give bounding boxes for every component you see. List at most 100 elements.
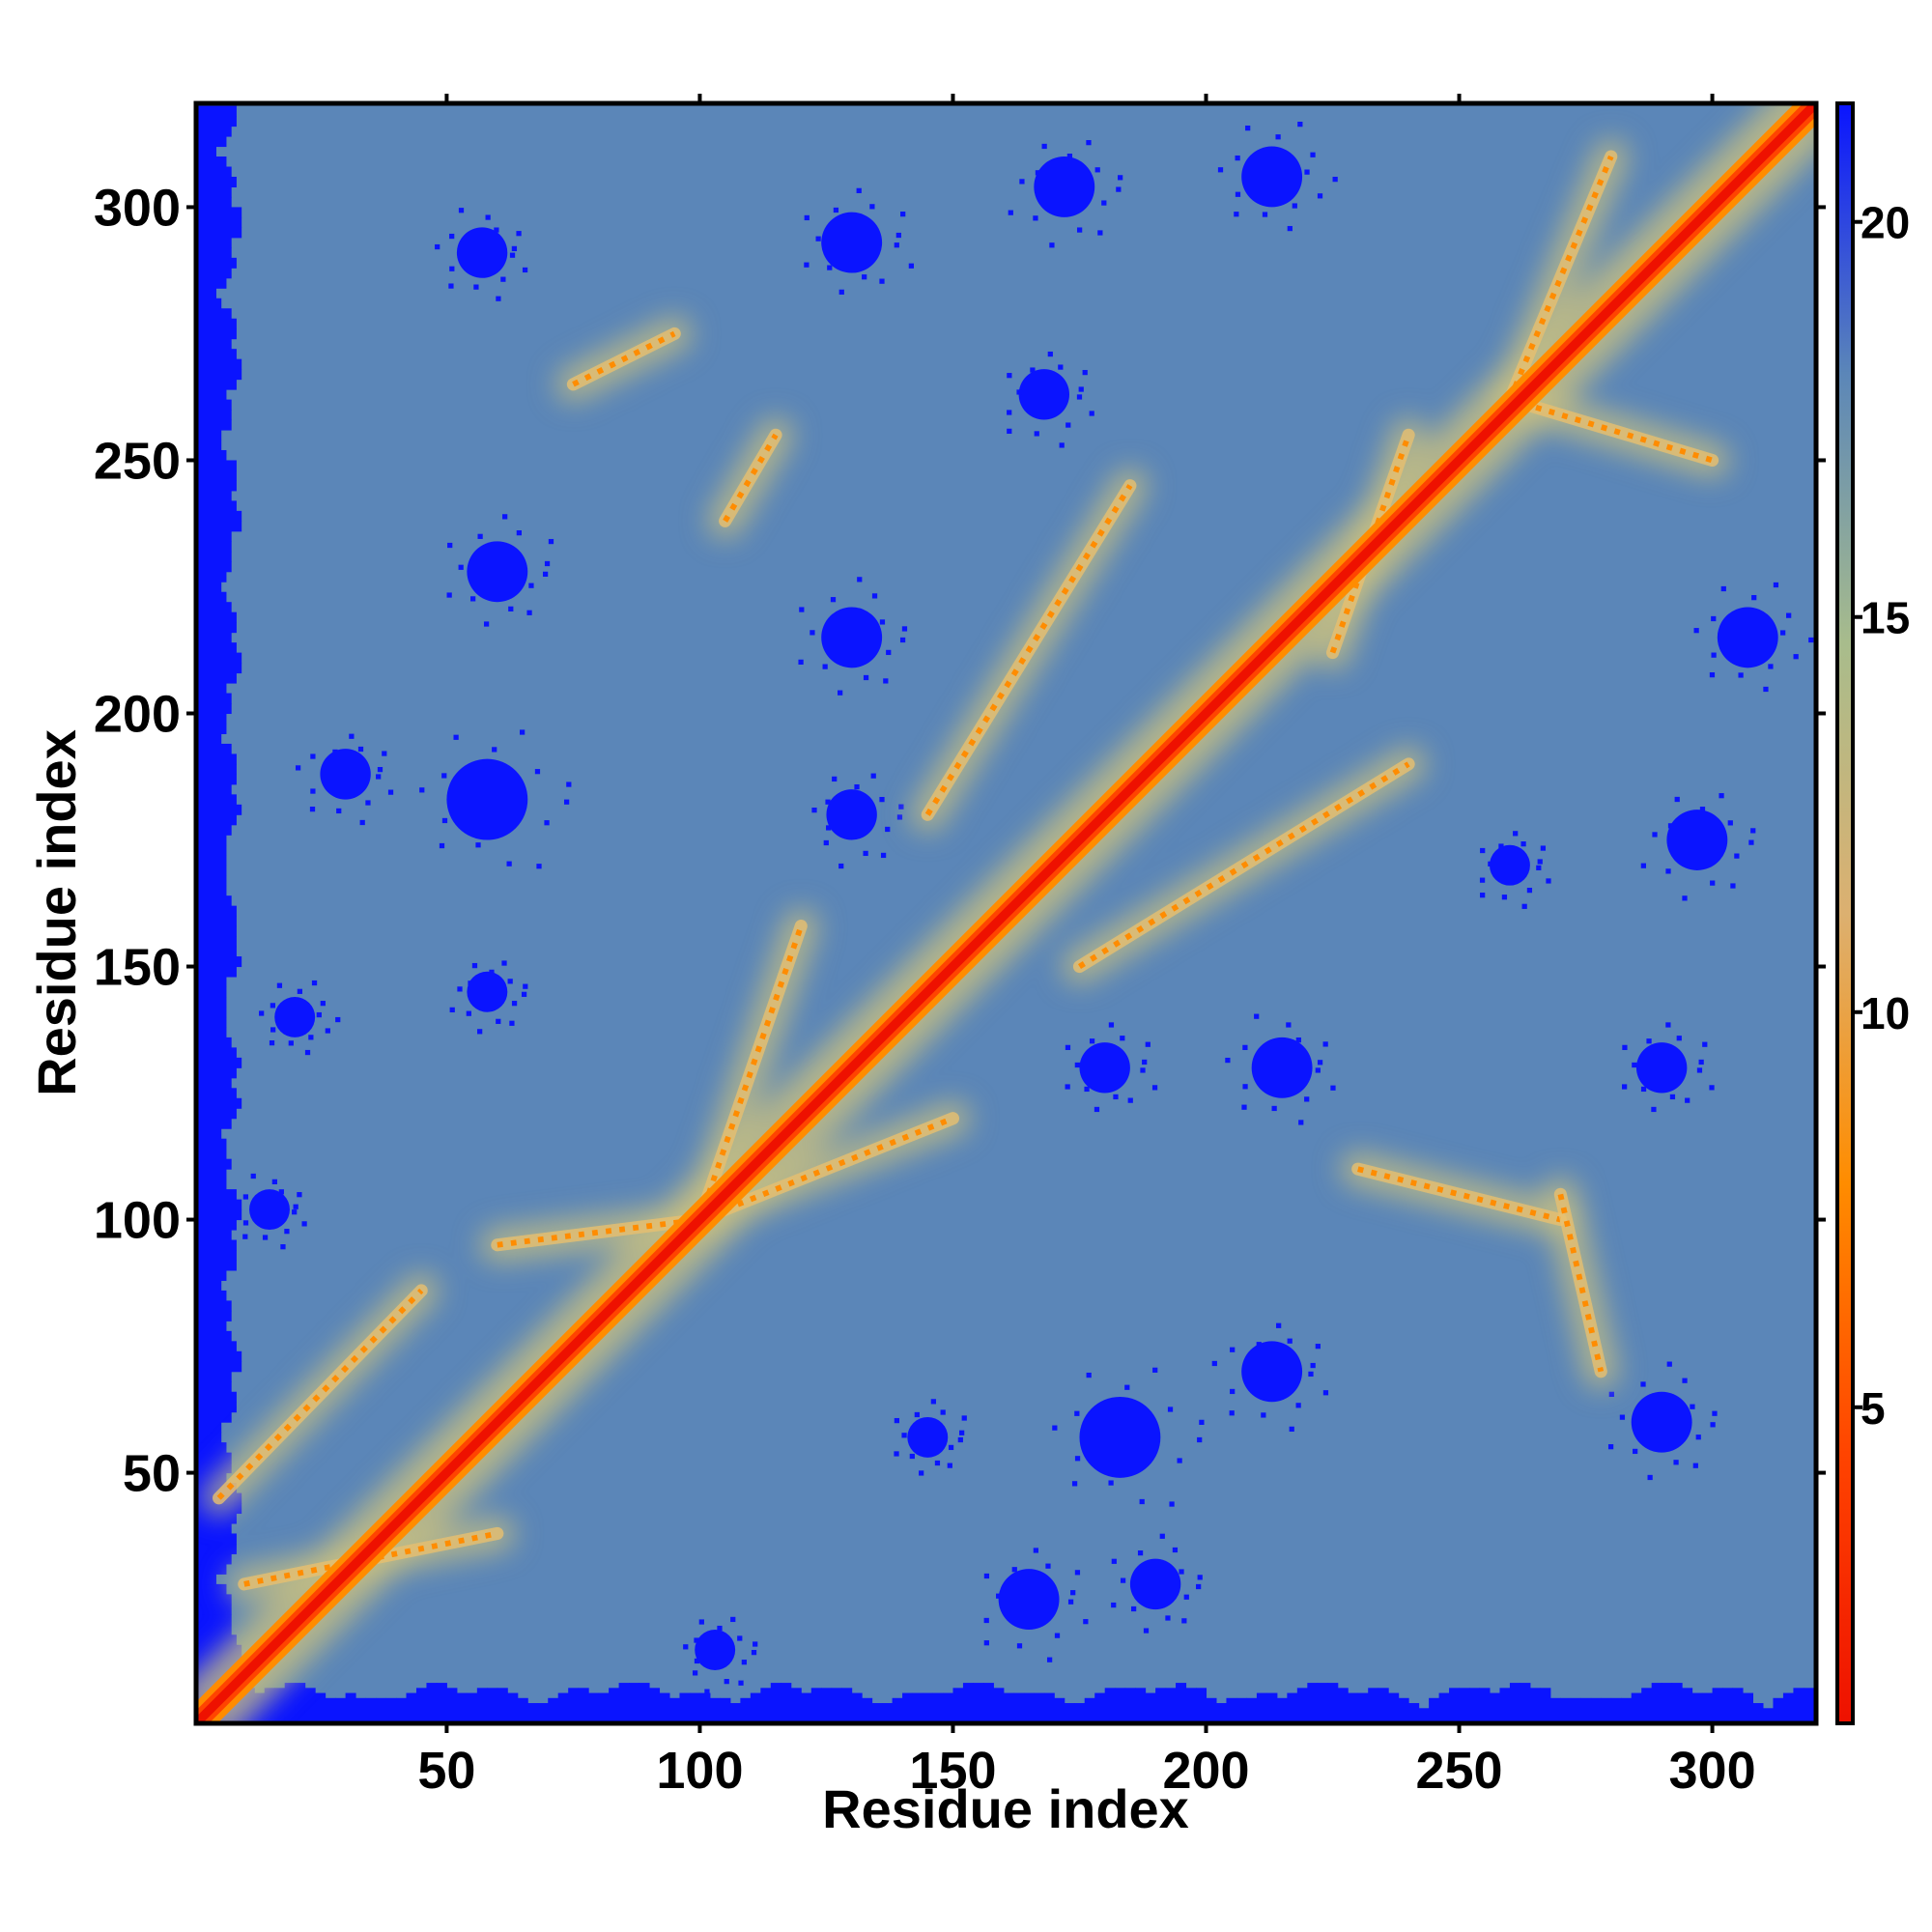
far-edge-left [196, 521, 242, 532]
far-speckle [511, 1001, 518, 1007]
far-speckle [737, 1635, 743, 1641]
far-speckle [1151, 1085, 1158, 1091]
far-speckle [798, 659, 804, 665]
far-speckle [1521, 903, 1527, 909]
far-speckle [1719, 793, 1724, 799]
far-speckle [1322, 1390, 1329, 1396]
far-speckle [1118, 175, 1123, 181]
far-speckle [1632, 1062, 1637, 1068]
far-edge-left [196, 1138, 227, 1150]
far-edge-left [196, 1179, 227, 1190]
far-edge-bottom [942, 1692, 953, 1723]
far-edge-bottom [1104, 1688, 1116, 1723]
far-speckle [857, 577, 863, 582]
ridge-dots [243, 1530, 498, 1587]
far-speckle [516, 530, 522, 536]
far-speckle [856, 187, 862, 193]
far-edge-bottom [862, 1697, 873, 1723]
far-speckle [441, 773, 447, 779]
far-edge-left [196, 905, 237, 917]
far-speckle [811, 808, 817, 813]
far-edge-left [196, 865, 227, 876]
far-edge-bottom [1702, 1692, 1714, 1723]
far-speckle [1699, 807, 1706, 812]
far-edge-left [196, 1088, 237, 1099]
far-region [1217, 121, 1338, 232]
far-edge-bottom [406, 1692, 417, 1723]
far-speckle [471, 962, 478, 969]
far-edge-left [196, 379, 237, 390]
far-speckle [1130, 1605, 1137, 1612]
far-edge-left [196, 1330, 232, 1342]
far-speckle [387, 789, 394, 795]
far-speckle [1698, 1059, 1704, 1065]
far-edge-left [196, 196, 232, 208]
far-speckle [826, 825, 832, 831]
far-region [446, 514, 554, 627]
far-edge-bottom [446, 1688, 458, 1723]
far-speckle [1292, 203, 1297, 209]
far-speckle [1235, 191, 1241, 197]
far-region-core [1489, 844, 1530, 886]
colorbar-tick-label: 10 [1861, 988, 1910, 1038]
far-edge-bottom [609, 1688, 620, 1723]
ridge-dots [723, 433, 779, 523]
far-edge-bottom [760, 1688, 772, 1723]
far-region-core [826, 789, 877, 840]
far-edge-bottom [345, 1692, 356, 1723]
far-edge-left [196, 1321, 227, 1332]
far-speckle [489, 969, 495, 975]
far-edge-left [196, 561, 232, 573]
far-edge-bottom [1236, 1697, 1247, 1723]
far-speckle [435, 243, 440, 250]
far-speckle [508, 606, 514, 611]
far-edge-bottom [1094, 1692, 1106, 1723]
far-edge-left [196, 1361, 242, 1373]
far-region-core [998, 1569, 1060, 1631]
far-edge-bottom [1580, 1697, 1592, 1723]
far-speckle [886, 649, 892, 656]
far-edge-bands [196, 105, 1814, 1723]
colorbar-tick-label: 20 [1861, 198, 1910, 248]
far-speckle [492, 747, 497, 753]
far-speckle [804, 214, 810, 221]
far-edge-left [196, 530, 232, 542]
far-edge-bottom [325, 1697, 336, 1723]
far-speckle [1097, 230, 1103, 236]
far-speckle [870, 773, 876, 779]
far-speckle [1074, 1456, 1081, 1462]
heatmap-plot-area [196, 103, 1816, 1723]
far-speckle [1197, 1436, 1203, 1443]
far-speckle [485, 214, 491, 220]
far-edge-left [196, 1280, 222, 1292]
ridge-dots [696, 924, 804, 1221]
far-edge-bottom [649, 1688, 661, 1723]
far-edge-bottom [770, 1683, 781, 1723]
far-edge-bottom [912, 1692, 923, 1723]
far-edge-bottom [618, 1683, 630, 1723]
far-edge-left [196, 146, 216, 157]
far-speckle [304, 1049, 311, 1056]
ridge-core [491, 1213, 706, 1252]
far-speckle [895, 232, 901, 239]
x-axis-title: Residue index [822, 1778, 1189, 1839]
far-edge-left [196, 1452, 232, 1463]
far-region-core [1129, 1558, 1181, 1610]
far-edge-left [196, 500, 237, 512]
far-edge-left [196, 611, 237, 623]
far-speckle [1693, 628, 1699, 634]
far-edge-bottom [1003, 1692, 1014, 1723]
far-edge-bottom [1438, 1692, 1450, 1723]
far-edge-bottom [1762, 1708, 1774, 1723]
far-edge-bottom [335, 1697, 347, 1723]
far-edge-left [196, 996, 227, 1008]
far-speckle [501, 960, 507, 966]
far-edge-bottom [1722, 1688, 1734, 1723]
far-speckle [1768, 664, 1774, 669]
far-speckle [1177, 1458, 1182, 1463]
far-speckle [1513, 831, 1519, 837]
far-edge-left [196, 1300, 232, 1312]
far-edge-bottom [517, 1697, 528, 1723]
far-speckle [262, 1235, 269, 1240]
far-edge-bottom [284, 1683, 296, 1723]
